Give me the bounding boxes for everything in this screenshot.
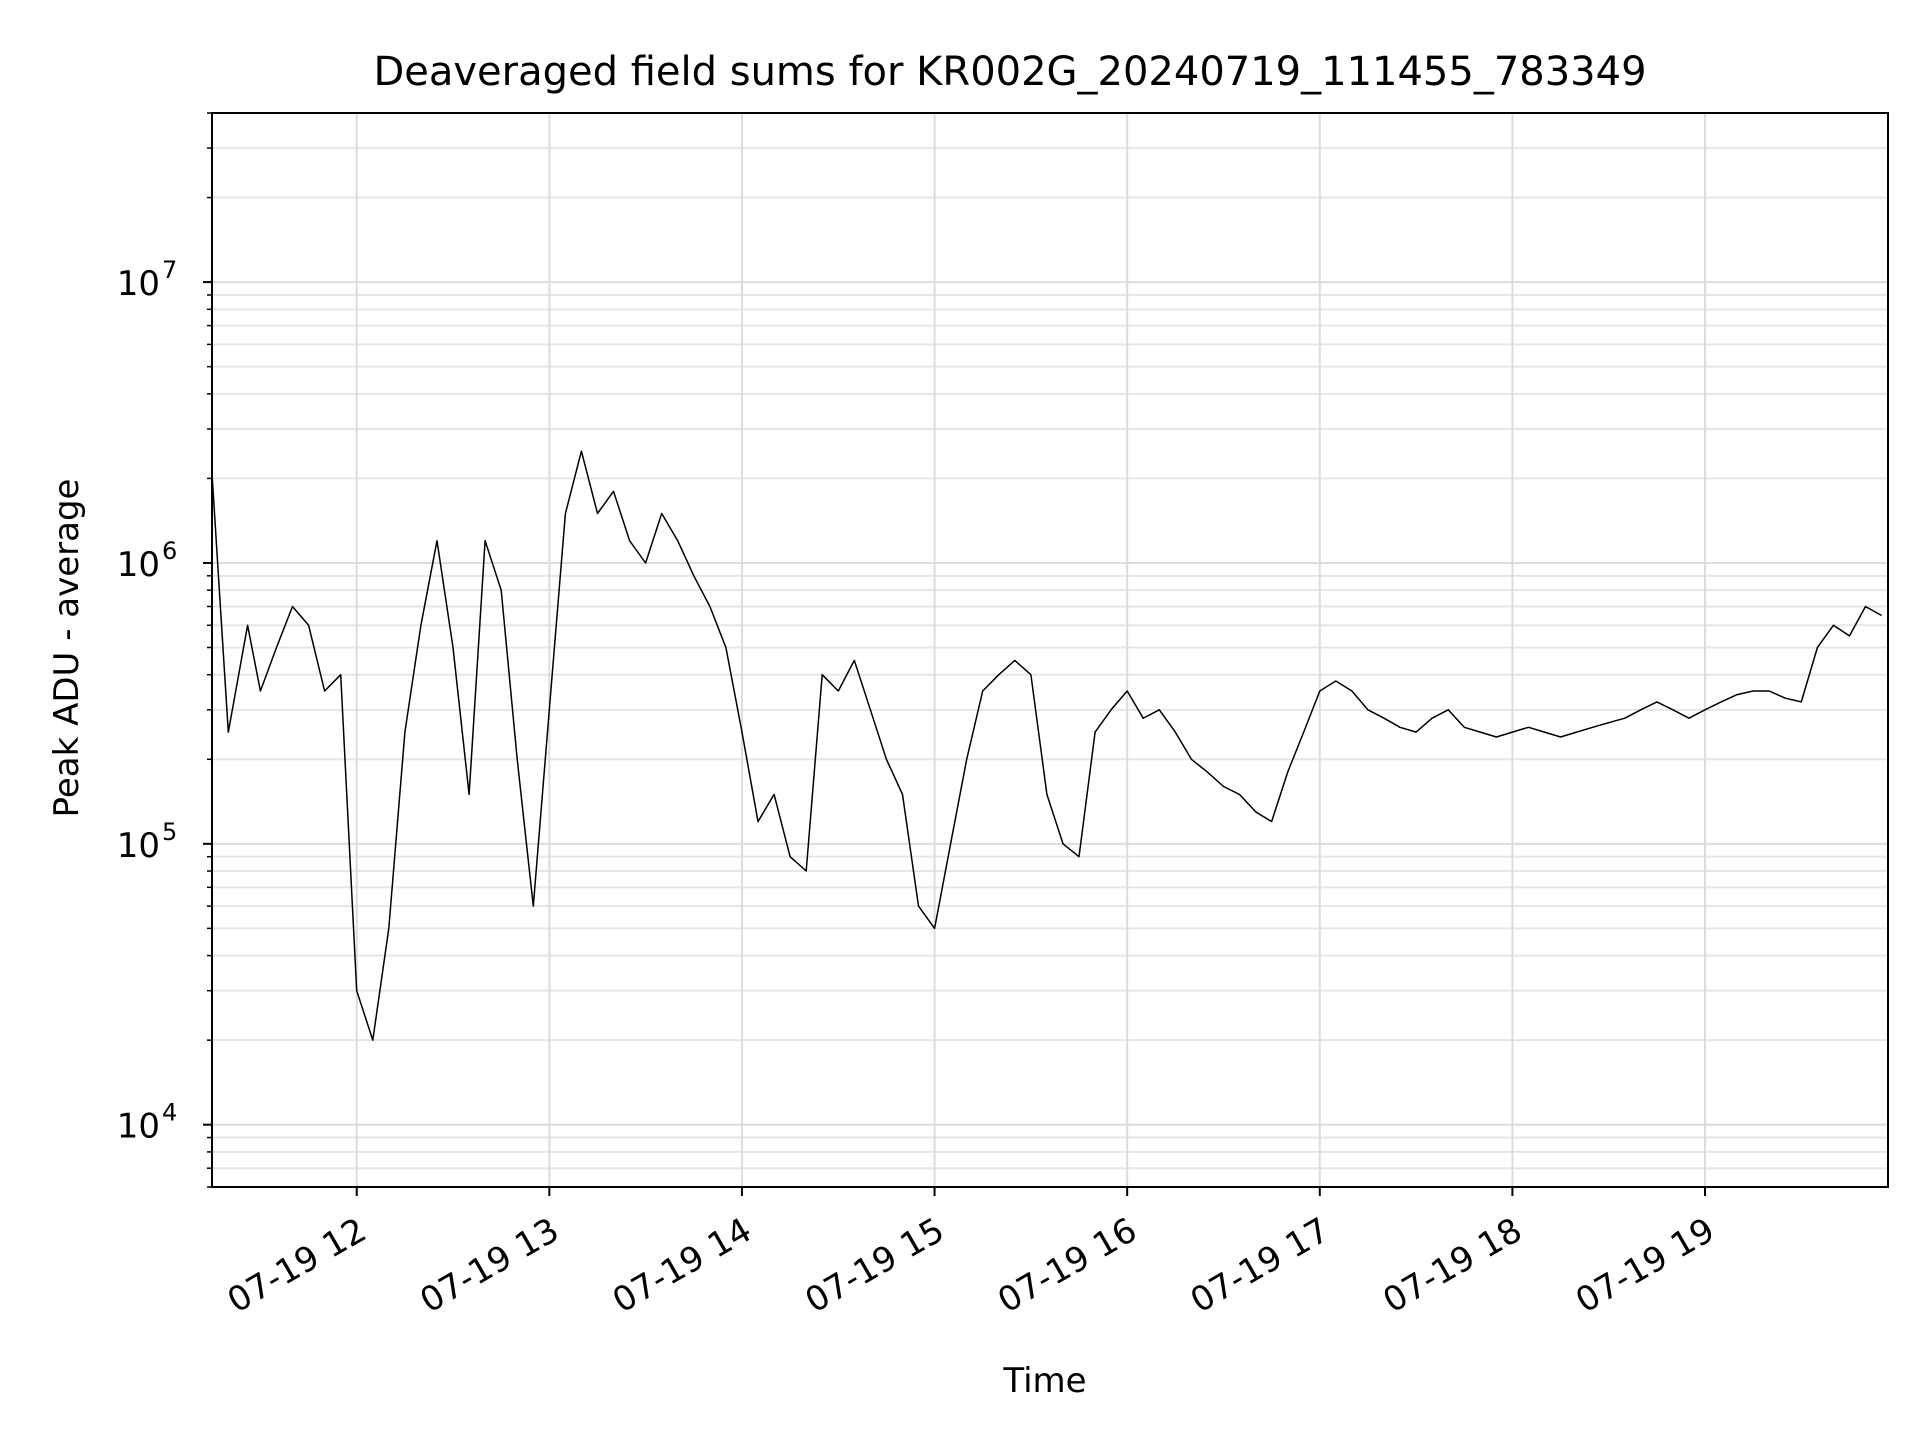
series-line: [211, 450, 1882, 1041]
y-tick-label: 10: [117, 826, 160, 866]
minor-y-gridlines: [212, 112, 1888, 1188]
y-tick-exponent: 6: [162, 537, 177, 565]
x-tick-label: 07-19 16: [991, 1210, 1143, 1321]
y-tick-exponent: 7: [162, 256, 177, 284]
y-axis-label: Peak ADU - average: [47, 479, 87, 818]
x-axis-label: Time: [1002, 1361, 1086, 1401]
x-tick-label: 07-19 15: [799, 1210, 951, 1321]
x-tick-label: 07-19 14: [606, 1210, 758, 1321]
y-tick-label: 10: [117, 264, 160, 304]
y-tick-label: 10: [117, 545, 160, 585]
series-line-group: [211, 450, 1882, 1041]
plot-frame: [211, 112, 1889, 1188]
y-tick-exponent: 5: [162, 818, 177, 846]
y-tick-label: 10: [117, 1107, 160, 1147]
x-tick-label: 07-19 19: [1569, 1210, 1721, 1321]
x-tick-label: 07-19 13: [413, 1210, 565, 1321]
x-tick-label: 07-19 17: [1184, 1210, 1336, 1321]
chart-title: Deaveraged field sums for KR002G_2024071…: [373, 49, 1646, 95]
x-axis-ticks: 07-19 12 07-19 13 07-19 14 07-19 15 07-19 16…: [221, 1187, 1722, 1321]
major-gridlines: [212, 113, 1888, 1187]
x-tick-label: 07-19 12: [221, 1210, 373, 1321]
y-tick-exponent: 4: [162, 1099, 177, 1127]
x-tick-label: 07-19 18: [1377, 1210, 1529, 1321]
